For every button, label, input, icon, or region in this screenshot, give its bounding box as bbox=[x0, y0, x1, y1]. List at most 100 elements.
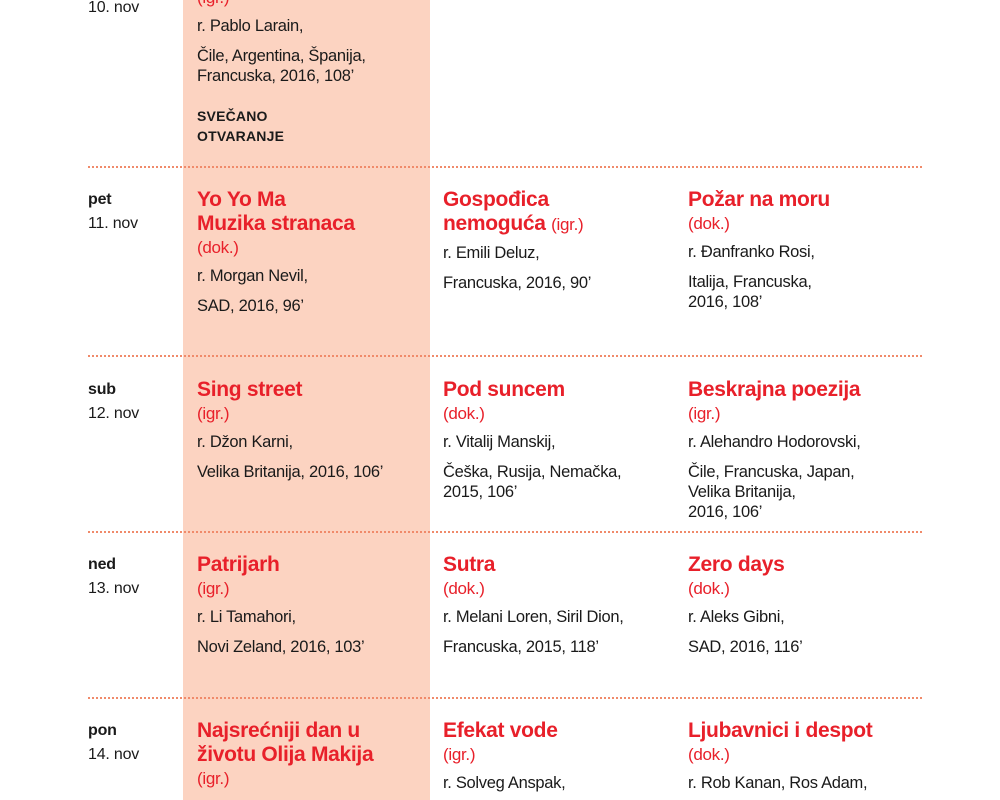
country-line: SAD, 2016, 116’ bbox=[688, 638, 803, 656]
note-line: SVEČANO bbox=[197, 108, 268, 124]
film-country: Čile, Argentina, Španija, Francuska, 2016… bbox=[197, 46, 432, 86]
film-entry: Patrijarh (igr.) r. Li Tamahori, Novi Zelan… bbox=[197, 553, 432, 657]
film-title: Požar na moru bbox=[688, 188, 923, 212]
weekday: pon bbox=[88, 722, 117, 739]
weekday: pet bbox=[88, 191, 112, 208]
country-line: Velika Britanija, bbox=[688, 483, 796, 501]
film-director: r. Alehandro Hodorovski, bbox=[688, 433, 861, 451]
film-type: (dok.) bbox=[443, 579, 485, 598]
film-country: Francuska, 2016, 90’ bbox=[443, 273, 678, 293]
row-divider bbox=[88, 166, 922, 168]
country-line: 2016, 106’ bbox=[688, 503, 763, 521]
film-title-line: Požar na moru bbox=[688, 188, 830, 211]
film-type: (dok.) bbox=[197, 238, 239, 257]
film-type: (igr.) bbox=[197, 0, 432, 10]
country-line: Češka, Rusija, Nemačka, bbox=[443, 463, 622, 481]
film-title-line: Beskrajna poezija bbox=[688, 378, 861, 401]
country-line: Novi Zeland, 2016, 103’ bbox=[197, 638, 365, 656]
film-type: (dok.) bbox=[688, 214, 730, 233]
film-title-line: Muzika stranaca bbox=[197, 212, 355, 235]
film-title: Sutra bbox=[443, 553, 678, 577]
film-title: Gospođica nemoguća (igr.) bbox=[443, 188, 678, 237]
highlight-column bbox=[183, 0, 430, 800]
film-country: Velika Britanija, 2016, 106’ bbox=[197, 462, 432, 482]
country-line: Čile, Francuska, Japan, bbox=[688, 463, 855, 481]
film-title: Sing street bbox=[197, 378, 432, 402]
film-type: (dok.) bbox=[688, 579, 730, 598]
country-line: Velika Britanija, 2016, 106’ bbox=[197, 463, 384, 481]
film-title-line: Sutra bbox=[443, 553, 496, 576]
film-title-line: Zero days bbox=[688, 553, 785, 576]
film-director: r. Aleks Gibni, bbox=[688, 608, 785, 626]
film-entry: Pod suncem (dok.) r. Vitalij Manskij, Češka… bbox=[443, 378, 678, 502]
film-type: (igr.) bbox=[551, 215, 584, 234]
country-line: Francuska, 2016, 108’ bbox=[197, 67, 354, 85]
film-country: Novi Zeland, 2016, 103’ bbox=[197, 637, 432, 657]
film-title: Zero days bbox=[688, 553, 923, 577]
row-divider bbox=[88, 531, 922, 533]
country-line: Čile, Argentina, Španija, bbox=[197, 47, 366, 65]
film-director: r. Đanfranko Rosi, bbox=[688, 243, 815, 261]
film-type: (dok.) bbox=[688, 745, 730, 764]
film-type: (igr.) bbox=[197, 579, 230, 598]
country-line: 2016, 108’ bbox=[688, 293, 763, 311]
film-title: Patrijarh bbox=[197, 553, 432, 577]
date: 14. nov bbox=[88, 746, 140, 763]
film-title-line: Sing street bbox=[197, 378, 303, 401]
day-label: ned 13. nov bbox=[88, 553, 139, 601]
film-country: Češka, Rusija, Nemačka, 2015, 106’ bbox=[443, 462, 678, 502]
film-country: Francuska, 2015, 118’ bbox=[443, 637, 678, 657]
film-director: r. Morgan Nevil, bbox=[197, 267, 308, 285]
film-entry: Zero days (dok.) r. Aleks Gibni, SAD, 2016,… bbox=[688, 553, 923, 657]
film-entry: Ljubavnici i despot (dok.) r. Rob Kanan, R… bbox=[688, 719, 923, 795]
weekday: ned bbox=[88, 556, 116, 573]
film-title: Yo Yo Ma Muzika stranaca bbox=[197, 188, 432, 236]
film-type: (igr.) bbox=[443, 745, 476, 764]
day-label: sub 12. nov bbox=[88, 378, 139, 426]
date: 11. nov bbox=[88, 215, 138, 232]
weekday: sub bbox=[88, 381, 116, 398]
day-label: pon 14. nov bbox=[88, 719, 139, 767]
country-line: Francuska, 2015, 118’ bbox=[443, 638, 599, 656]
film-title-line: Ljubavnici i despot bbox=[688, 719, 873, 742]
film-title-line: životu Olija Makija bbox=[197, 743, 374, 766]
film-entry: Sutra (dok.) r. Melani Loren, Siril Dion, F… bbox=[443, 553, 678, 657]
film-entry: Beskrajna poezija (igr.) r. Alehandro Hodo… bbox=[688, 378, 923, 522]
film-type: (igr.) bbox=[197, 769, 230, 788]
film-entry: Efekat vode (igr.) r. Solveg Anspak, bbox=[443, 719, 678, 795]
row-divider bbox=[88, 697, 922, 699]
film-title-line: Efekat vode bbox=[443, 719, 558, 742]
day-label: 10. nov bbox=[88, 0, 139, 20]
film-director: r. Džon Karni, bbox=[197, 433, 293, 451]
film-country: SAD, 2016, 96’ bbox=[197, 296, 432, 316]
film-director: r. Li Tamahori, bbox=[197, 608, 296, 626]
film-entry: Požar na moru (dok.) r. Đanfranko Rosi, Ita… bbox=[688, 188, 923, 312]
film-director: r. Rob Kanan, Ros Adam, bbox=[688, 774, 868, 792]
film-director: r. Vitalij Manskij, bbox=[443, 433, 556, 451]
event-note: SVEČANO OTVARANJE bbox=[197, 106, 432, 146]
row-divider bbox=[88, 355, 922, 357]
film-title-line: Yo Yo Ma bbox=[197, 188, 286, 211]
film-title: Pod suncem bbox=[443, 378, 678, 402]
film-title-line: Najsrećniji dan u bbox=[197, 719, 360, 742]
film-entry: Gospođica nemoguća (igr.) r. Emili Deluz, F… bbox=[443, 188, 678, 293]
film-entry: (igr.) r. Pablo Larain, Čile, Argentina, Š… bbox=[197, 0, 432, 146]
film-type: (dok.) bbox=[443, 404, 485, 423]
date: 13. nov bbox=[88, 580, 140, 597]
date: 10. nov bbox=[88, 0, 140, 16]
film-title: Ljubavnici i despot bbox=[688, 719, 923, 743]
country-line: Francuska, 2016, 90’ bbox=[443, 274, 592, 292]
film-title-line: Patrijarh bbox=[197, 553, 280, 576]
film-country: Čile, Francuska, Japan, Velika Britanija,… bbox=[688, 462, 923, 522]
note-line: OTVARANJE bbox=[197, 128, 285, 144]
country-line: Italija, Francuska, bbox=[688, 273, 812, 291]
film-country: SAD, 2016, 116’ bbox=[688, 637, 923, 657]
film-director: r. Emili Deluz, bbox=[443, 244, 540, 262]
film-country: Italija, Francuska, 2016, 108’ bbox=[688, 272, 923, 312]
day-label: pet 11. nov bbox=[88, 188, 138, 236]
date: 12. nov bbox=[88, 405, 140, 422]
film-type: (igr.) bbox=[197, 404, 230, 423]
film-director: r. Melani Loren, Siril Dion, bbox=[443, 608, 624, 626]
film-type: (igr.) bbox=[688, 404, 721, 423]
film-title-line: Gospođica bbox=[443, 188, 549, 211]
